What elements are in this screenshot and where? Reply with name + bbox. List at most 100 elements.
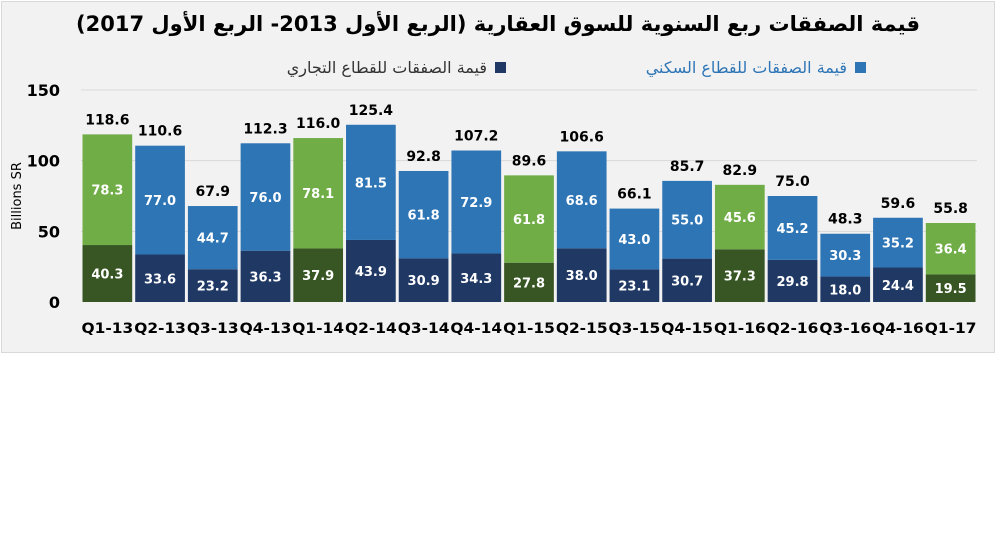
data-label-residential: 81.5: [355, 176, 387, 191]
bar-commercial: [135, 254, 185, 302]
legend-swatch-residential: [855, 62, 866, 73]
data-label-residential: 36.4: [935, 243, 967, 258]
bar-residential: [187, 206, 238, 270]
bar-residential: [820, 233, 871, 277]
bar-residential: [662, 180, 712, 259]
x-tick-label: Q1-15: [503, 321, 555, 337]
bar-residential: [135, 145, 185, 255]
data-label-total: 48.3: [828, 212, 863, 228]
x-tick-label: Q4-13: [240, 321, 292, 337]
data-label-commercial: 43.9: [355, 265, 387, 280]
x-tick-label: Q3-16: [819, 321, 871, 337]
bar-commercial: [873, 267, 923, 302]
data-label-total: 125.4: [349, 103, 394, 119]
bar-residential: [293, 138, 344, 249]
data-label-residential: 78.3: [91, 184, 123, 199]
bar-commercial: [767, 259, 818, 302]
data-label-commercial: 19.5: [935, 282, 967, 297]
x-tick-label: Q2-15: [556, 321, 608, 337]
data-label-commercial: 36.3: [249, 270, 281, 285]
x-tick-label: Q1-14: [292, 321, 344, 337]
legend-item-commercial: قيمة الصفقات للقطاع التجاري: [287, 58, 506, 77]
data-label-residential: 35.2: [882, 237, 914, 252]
bar-commercial: [398, 258, 449, 302]
bar-residential: [609, 208, 660, 270]
bar-residential: [714, 184, 765, 250]
data-label-total: 118.6: [85, 112, 129, 128]
data-label-total: 67.9: [195, 184, 230, 200]
bar-commercial: [82, 245, 133, 302]
data-label-residential: 55.0: [671, 214, 703, 229]
data-label-commercial: 29.8: [776, 275, 808, 290]
bar-commercial: [451, 253, 502, 302]
x-tick-label: Q3-13: [187, 321, 239, 337]
data-label-commercial: 27.8: [513, 276, 545, 291]
bar-residential: [451, 150, 502, 254]
data-label-commercial: 30.7: [671, 274, 703, 289]
data-label-commercial: 33.6: [144, 272, 176, 287]
x-tick-label: Q3-15: [609, 321, 661, 337]
x-tick-label: Q4-16: [872, 321, 924, 337]
data-label-residential: 44.7: [197, 232, 229, 247]
x-tick-label: Q2-13: [134, 321, 186, 337]
legend-swatch-commercial: [495, 62, 506, 73]
data-label-total: 59.6: [881, 196, 916, 212]
data-label-residential: 45.2: [776, 222, 808, 237]
x-tick-label: Q1-13: [82, 321, 134, 337]
bar-commercial: [662, 258, 712, 302]
bar-residential: [240, 143, 291, 251]
data-label-commercial: 23.2: [197, 280, 229, 295]
data-label-residential: 72.9: [460, 196, 492, 211]
data-label-commercial: 24.4: [882, 279, 914, 294]
y-tick-label: 100: [27, 152, 60, 171]
bar-residential: [925, 222, 976, 275]
bar-commercial: [240, 250, 291, 302]
y-tick-label: 50: [38, 222, 60, 241]
data-label-residential: 61.8: [408, 209, 440, 224]
data-label-residential: 68.6: [566, 194, 598, 209]
data-label-total: 85.7: [670, 159, 705, 175]
data-label-residential: 78.1: [302, 187, 334, 202]
legend-item-residential: قيمة الصفقات للقطاع السكني: [646, 58, 866, 77]
x-tick-label: Q4-15: [661, 321, 713, 337]
y-tick-label: 150: [27, 81, 60, 100]
data-label-total: 82.9: [723, 163, 758, 179]
bar-commercial: [609, 269, 660, 302]
data-label-residential: 43.0: [618, 233, 650, 248]
bar-residential: [346, 124, 396, 240]
bar-commercial: [293, 248, 344, 302]
data-label-residential: 45.6: [724, 211, 756, 226]
data-label-commercial: 23.1: [618, 280, 650, 295]
data-label-total: 75.0: [775, 174, 810, 190]
data-label-total: 112.3: [243, 121, 287, 137]
data-label-residential: 76.0: [249, 191, 281, 206]
data-label-residential: 30.3: [829, 249, 861, 264]
data-label-residential: 61.8: [513, 213, 545, 228]
bar-residential: [556, 151, 607, 249]
data-label-total: 106.6: [560, 129, 604, 145]
data-label-commercial: 37.9: [302, 269, 334, 284]
x-tick-label: Q4-14: [450, 321, 502, 337]
data-label-commercial: 18.0: [829, 283, 861, 298]
bar-commercial: [504, 262, 554, 302]
x-tick-label: Q2-16: [767, 321, 819, 337]
data-label-commercial: 40.3: [91, 268, 123, 283]
data-label-total: 107.2: [454, 128, 498, 144]
bar-residential: [398, 170, 449, 259]
bar-residential: [767, 196, 818, 260]
legend: قيمة الصفقات للقطاع السكني قيمة الصفقات …: [0, 58, 996, 82]
data-label-commercial: 30.9: [408, 274, 440, 289]
data-label-total: 116.0: [296, 116, 341, 132]
x-tick-label: Q3-14: [398, 321, 450, 337]
data-label-residential: 77.0: [144, 194, 176, 209]
data-label-commercial: 37.3: [724, 270, 756, 285]
bar-residential: [504, 175, 554, 263]
bar-residential: [82, 134, 133, 246]
bar-commercial: [714, 249, 765, 302]
bar-commercial: [925, 274, 976, 302]
data-label-commercial: 38.0: [566, 269, 598, 284]
data-label-total: 66.1: [617, 187, 652, 203]
bar-commercial: [187, 269, 238, 302]
y-tick-label: 0: [49, 293, 60, 312]
